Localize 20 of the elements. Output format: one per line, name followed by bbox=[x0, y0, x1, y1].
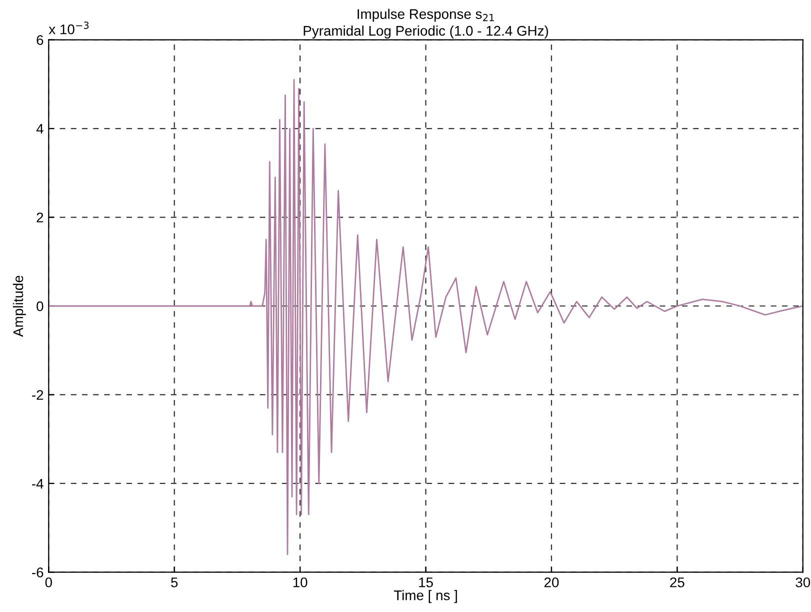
x-tick-label: 5 bbox=[171, 578, 178, 588]
text: x 10$^{−3}$ bbox=[48, 22, 89, 34]
x-tick-label: 10 bbox=[293, 577, 308, 588]
chart-title: Impulse Response s$_{21}$ bbox=[358, 8, 494, 22]
chart-subtitle: Pyramidal Log Periodic (1.0 - 12.4 GHz) bbox=[304, 26, 548, 38]
y-tick-label: 6 bbox=[36, 35, 44, 45]
line-series bbox=[48, 79, 803, 556]
y-tick-label: 0 bbox=[36, 301, 44, 312]
y-tick-label: -4 bbox=[32, 478, 44, 489]
y-tick-label: -6 bbox=[32, 568, 44, 578]
x-tick-label: 30 bbox=[796, 577, 810, 588]
x-tick-label: 15 bbox=[419, 578, 433, 588]
y-tick-label: 2 bbox=[36, 212, 44, 222]
x-tick-label: 0 bbox=[45, 577, 52, 588]
y-tick-label: -2 bbox=[32, 390, 44, 400]
x-tick-label: 25 bbox=[670, 577, 684, 588]
x-tick-label: 20 bbox=[544, 577, 559, 588]
x-axis-title: Time [ ns ] bbox=[394, 590, 457, 603]
y-tick-label: 4 bbox=[36, 124, 44, 134]
y-axis-title: Amplitude bbox=[12, 276, 26, 337]
